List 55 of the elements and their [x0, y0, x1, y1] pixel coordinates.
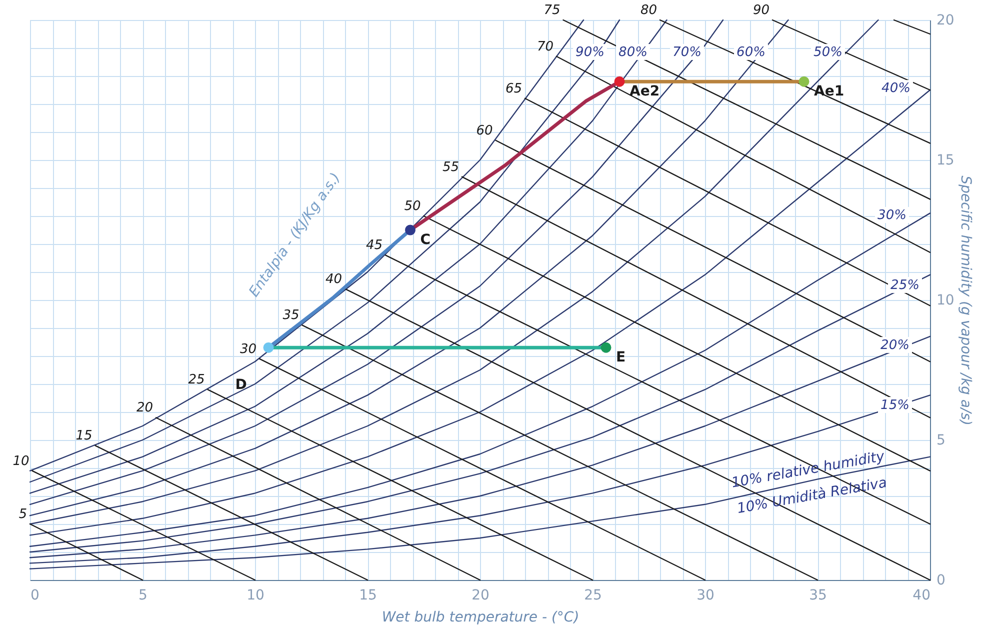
- y-tick-label: 0: [936, 572, 946, 588]
- point: [405, 224, 416, 236]
- annotation: 15%: [880, 398, 910, 413]
- x-tick-label: 40: [912, 588, 930, 604]
- annotation: 20: [136, 400, 153, 416]
- annotation: 10: [12, 454, 30, 469]
- annotation: D: [235, 377, 247, 393]
- x-tick-label: 15: [359, 588, 377, 604]
- annotation: 75: [544, 3, 560, 18]
- annotation: 25%: [890, 278, 920, 293]
- annotation: 60: [476, 123, 493, 138]
- annotation: 80: [640, 3, 657, 18]
- annotation: 25: [188, 372, 205, 388]
- annotation: 70%: [672, 45, 702, 60]
- annotation: Ae1: [814, 84, 844, 100]
- x-tick-label: 35: [809, 588, 827, 604]
- point: [263, 342, 274, 353]
- annotation: 60%: [736, 45, 766, 60]
- annotation: 20%: [880, 338, 910, 353]
- y-tick-label: 20: [936, 12, 954, 28]
- x-axis-title: Wet bulb temperature - (°C): [382, 610, 580, 626]
- x-tick-label: 10: [246, 588, 264, 604]
- annotation: 30: [240, 342, 256, 357]
- annotation: 45: [366, 238, 382, 254]
- annotation: 50: [404, 199, 421, 214]
- line-series: [29, 336, 931, 558]
- annotation: 40%: [882, 81, 910, 96]
- annotation: 15: [76, 428, 92, 444]
- x-tick-label: 0: [30, 588, 40, 604]
- x-tick-label: 25: [584, 588, 602, 604]
- point: [614, 76, 625, 87]
- annotation: 5: [18, 507, 27, 522]
- annotation: 35: [282, 308, 300, 324]
- x-tick-label: 5: [138, 588, 148, 604]
- annotation: 90%: [576, 45, 604, 60]
- annotation: Ae2: [630, 84, 660, 100]
- annotation: 65: [505, 81, 522, 96]
- y-tick-label: 10: [936, 292, 954, 308]
- point: [600, 342, 612, 353]
- annotation: 40: [325, 272, 342, 287]
- y-tick-label: 15: [936, 152, 954, 168]
- annotation: 90: [752, 3, 770, 18]
- annotation: E: [616, 350, 626, 366]
- x-tick-label: 30: [696, 588, 714, 604]
- y-tick-label: 5: [936, 432, 946, 448]
- x-tick-label: 20: [472, 588, 490, 604]
- annotation: C: [420, 232, 431, 248]
- annotation: 70: [536, 39, 554, 54]
- annotation: 50%: [814, 45, 842, 60]
- annotation: 55: [442, 160, 459, 175]
- y-axis-title: Specific humidity (g vapour /kg a/s): [957, 176, 974, 426]
- annotation: 80%: [618, 45, 648, 60]
- point: [798, 76, 810, 87]
- annotation: 30%: [878, 208, 906, 223]
- line-series: [29, 394, 931, 564]
